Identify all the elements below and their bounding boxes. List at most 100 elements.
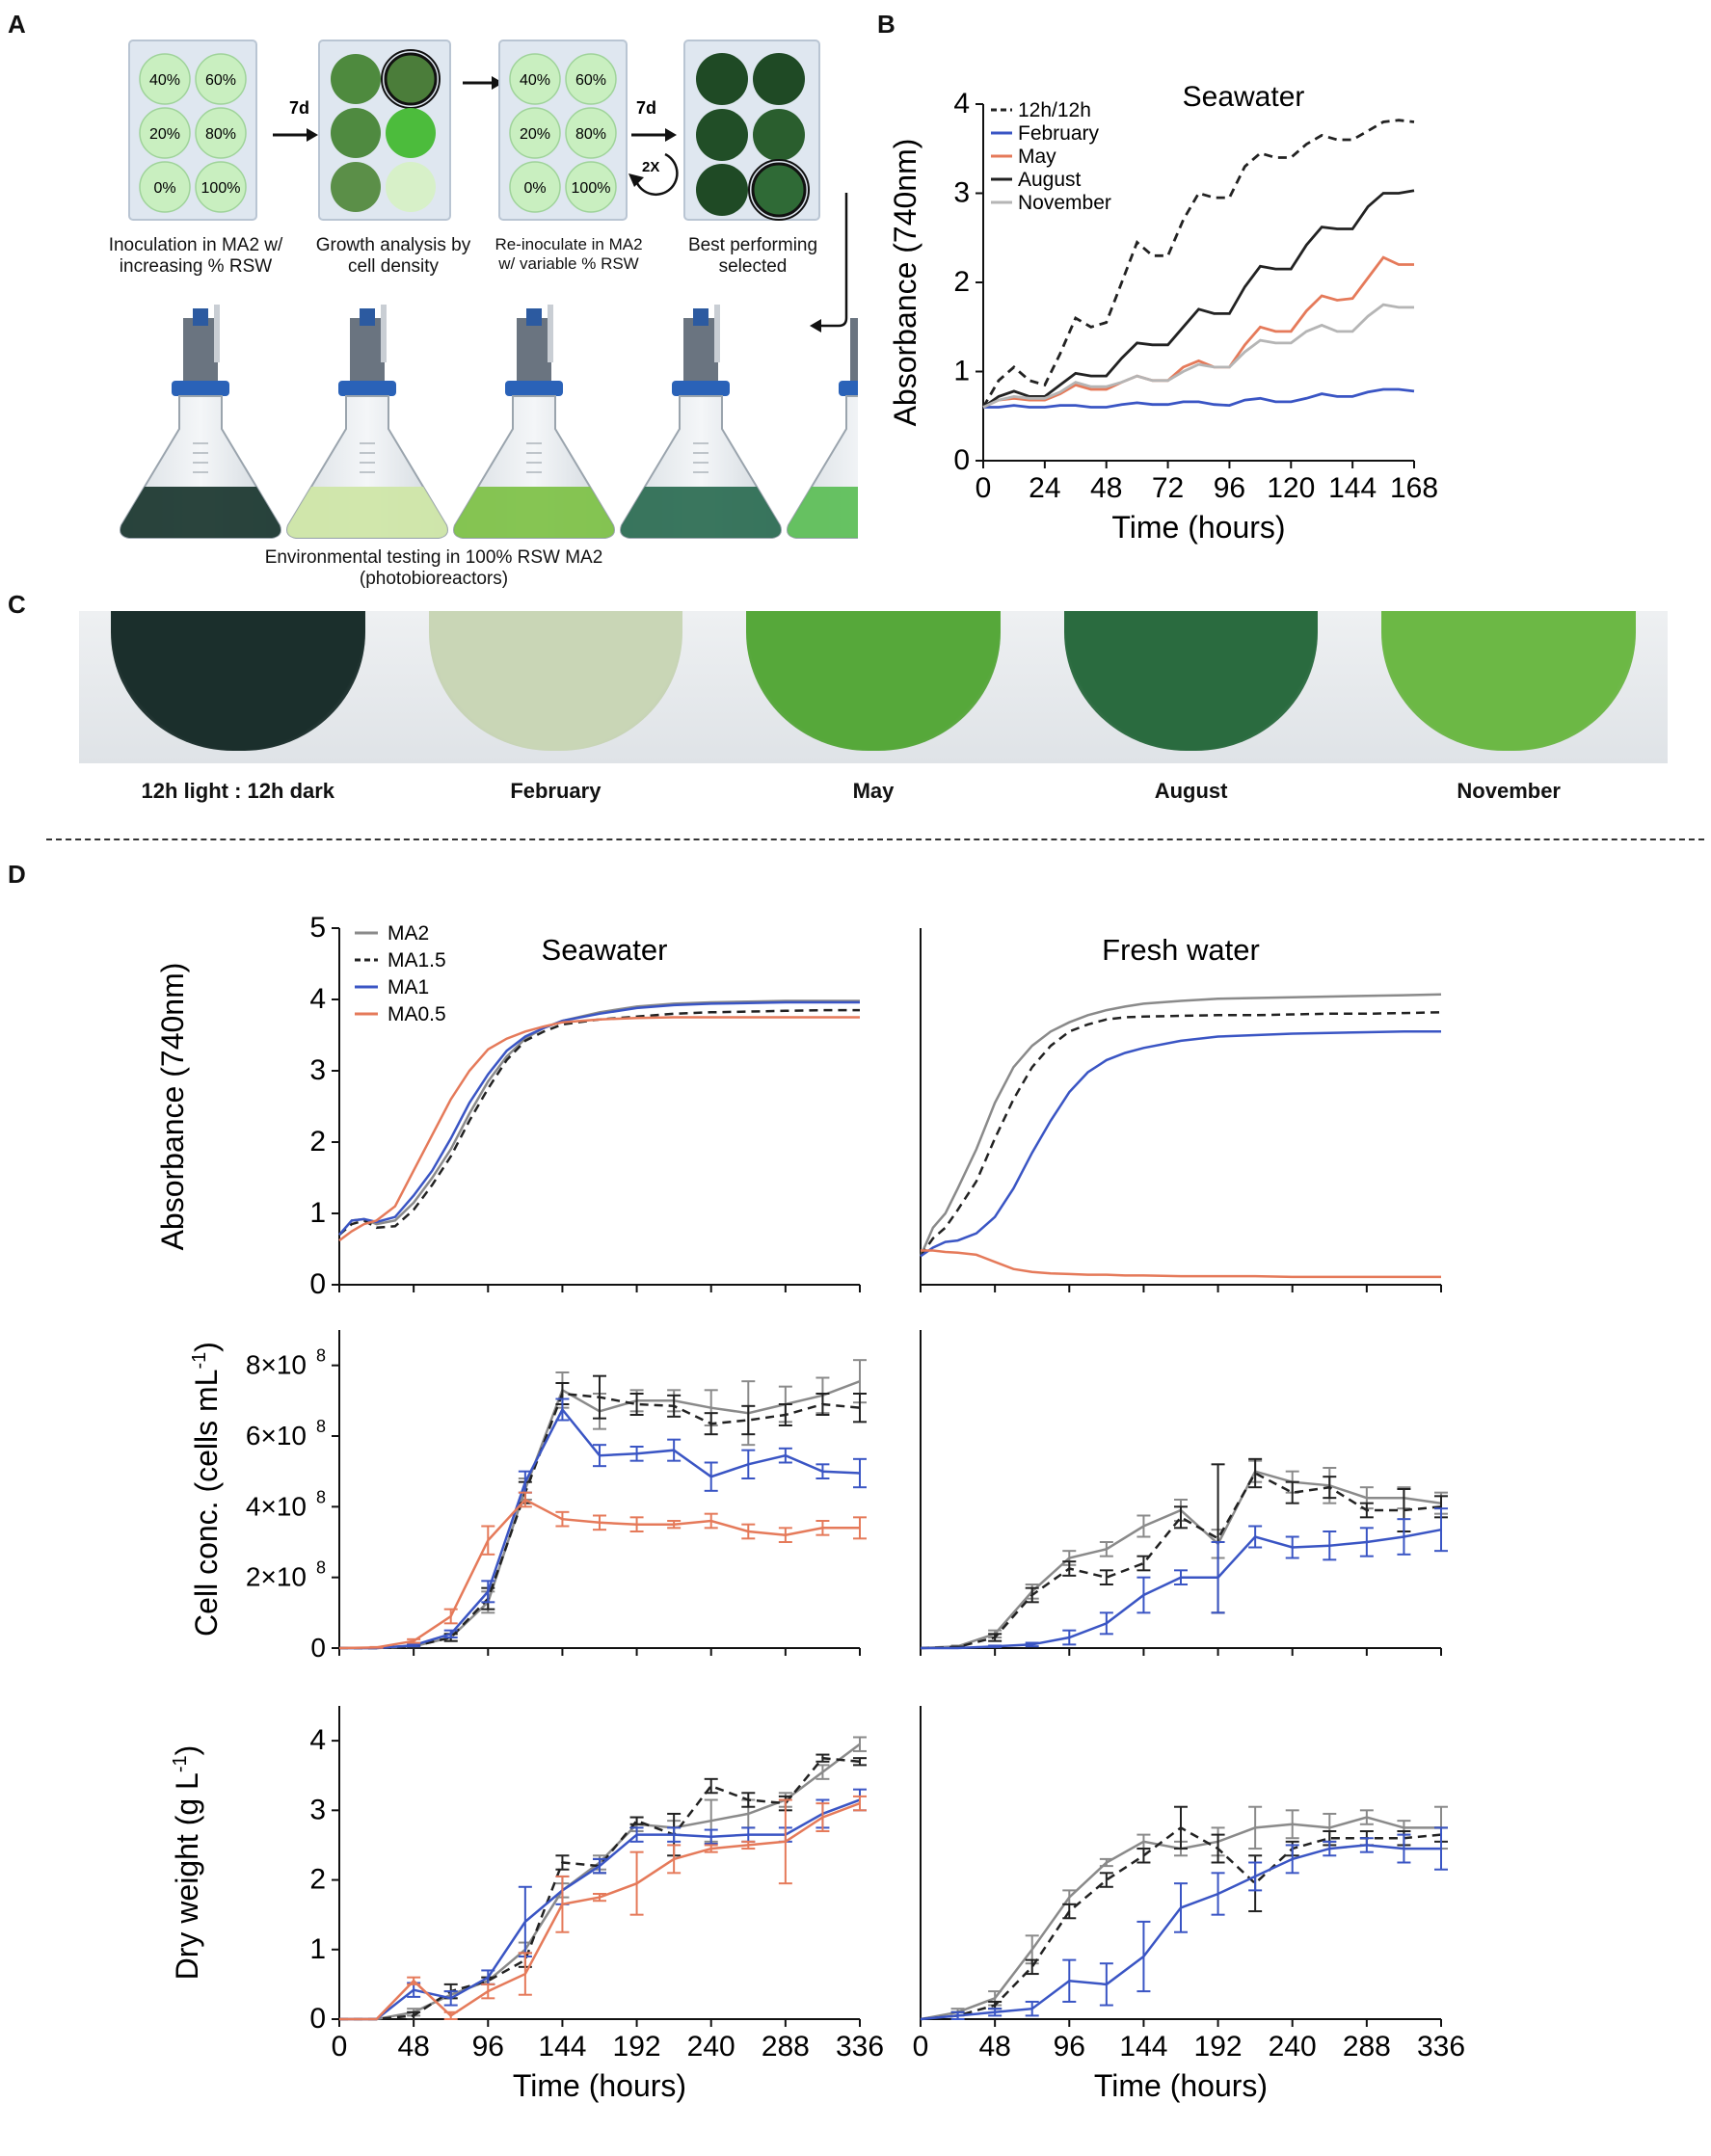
culture-photo [79, 611, 397, 763]
well-label: 40% [149, 72, 180, 89]
series-line-ma1-5 [920, 1471, 1442, 1650]
y-axis-label: Dry weight (g L-1) [170, 1745, 204, 1981]
well-label: 60% [205, 72, 236, 89]
caption-inoculation: Inoculation in MA2 w/ increasing % RSW [108, 235, 283, 277]
caption-reinoculate: Re-inoculate in MA2 w/ variable % RSW [495, 235, 643, 273]
flask-sensor-cap [360, 308, 375, 326]
flask-sensor-cap [526, 308, 542, 326]
series-line-ma1 [338, 1000, 860, 1237]
y-tick-label: 2 [309, 1864, 326, 1896]
y-tick-label: 0 [310, 1633, 326, 1663]
well-label: 20% [149, 126, 180, 143]
legend-label: February [1018, 122, 1100, 145]
x-tick-label: 0 [913, 2031, 929, 2063]
photo-caption: November [1457, 779, 1561, 803]
x-tick-label: 192 [613, 2031, 661, 2063]
arrow-to-flasks-head [810, 319, 821, 333]
well [696, 164, 748, 216]
y-tick-label: 3 [309, 1794, 326, 1825]
caption-best-performing: Best performing selected [687, 235, 818, 277]
well-label: 100% [201, 180, 241, 197]
photo-caption: August [1154, 779, 1228, 803]
y-axis-label: Cell conc. (cells mL-1) [189, 1342, 224, 1637]
well [696, 109, 748, 161]
well [753, 109, 805, 161]
x-tick-label: 0 [332, 2031, 348, 2063]
flask-culture [621, 487, 781, 538]
caption-env-line1: Environmental testing in 100% RSW MA2 [264, 547, 603, 568]
plate-4 [683, 40, 820, 221]
caption-growth-analysis: Growth analysis by cell density [315, 235, 471, 277]
well [565, 107, 617, 159]
repeat-arrow [634, 152, 679, 197]
legend-label: MA0.5 [388, 1003, 446, 1025]
y-tick-exponent: 8 [316, 1417, 326, 1436]
arrow-1-label: 7d [289, 98, 309, 118]
series-line-ma0-5 [921, 1249, 1441, 1279]
legend-label: 12h/12h [1018, 99, 1091, 121]
well [195, 161, 247, 213]
culture-photo [396, 611, 715, 763]
flask-tube [381, 305, 387, 362]
y-tick-label: 0 [309, 2003, 326, 2035]
x-tick-label: 168 [1390, 472, 1438, 504]
x-tick-label: 96 [1214, 472, 1245, 504]
flask-culture [454, 487, 614, 538]
photobioreactor-flask [286, 305, 448, 539]
culture-photo [1350, 611, 1668, 763]
legend-d: MA2 MA1.5 MA1 MA0.5 [355, 922, 446, 1025]
photobioreactor-flask [787, 318, 858, 539]
series-line-ma2 [920, 1470, 1442, 1650]
series-line-ma2 [338, 999, 860, 1237]
photobioreactor-flask [453, 305, 615, 539]
well [386, 108, 436, 158]
photobioreactor-flask [120, 305, 281, 539]
plate-2 [318, 40, 451, 221]
well [565, 53, 617, 105]
y-tick-label: 4 [309, 1724, 326, 1756]
chart-B: 0 1 2 3 4 0 24 48 72 96 120 144 168 Seawater Time (hou… [888, 81, 1438, 545]
well-label: 80% [205, 126, 236, 143]
x-tick-label: 48 [397, 2031, 429, 2063]
x-tick-label: 240 [687, 2031, 735, 2063]
x-tick-label: 192 [1194, 2031, 1243, 2063]
flask-sensor-head [683, 318, 718, 386]
x-tick-label: 96 [1054, 2031, 1085, 2063]
chart-title: Seawater [1183, 81, 1305, 113]
y-tick-exponent: 8 [316, 1346, 326, 1366]
legend-label: MA1 [388, 976, 429, 998]
x-tick-label: 144 [538, 2031, 586, 2063]
series-line-may [982, 255, 1414, 409]
y-tick-label: 5 [309, 912, 326, 944]
x-tick-label: 336 [836, 2031, 884, 2063]
x-tick-label: 96 [472, 2031, 504, 2063]
arrow-3-label: 7d [636, 98, 656, 118]
x-tick-label: 120 [1267, 472, 1315, 504]
y-tick-label: 3 [309, 1054, 326, 1086]
y-tick-exponent: 8 [316, 1558, 326, 1578]
series-line-november [982, 303, 1414, 409]
x-axis-label: Time (hours) [513, 2068, 686, 2103]
flask-sensor-head [350, 318, 385, 386]
flask-tube [214, 305, 220, 362]
y-tick-label: 3 [953, 177, 970, 209]
legend-label: November [1018, 192, 1111, 214]
well [386, 162, 436, 212]
x-tick-label: 24 [1029, 472, 1060, 504]
flask-bowl [1063, 611, 1319, 751]
panel-c-photo-strip [79, 611, 1668, 763]
flask-lid [338, 381, 396, 396]
well-label: 0% [523, 180, 546, 197]
x-axis-label: Time (hours) [1111, 510, 1285, 545]
flask-culture [287, 487, 447, 538]
arrow-3-head [665, 128, 677, 142]
x-tick-label: 0 [976, 472, 992, 504]
flask-lid [172, 381, 229, 396]
flask-bowl [1381, 611, 1637, 751]
series-line-ma1 [920, 1030, 1441, 1258]
x-axis-label: Time (hours) [1094, 2068, 1268, 2103]
flask-sensor-head [517, 318, 551, 386]
y-tick-label: 4 [953, 88, 970, 120]
chart-D-abs-fresh: Fresh water [919, 928, 1442, 1292]
y-tick-label: 4×10 [246, 1491, 307, 1521]
